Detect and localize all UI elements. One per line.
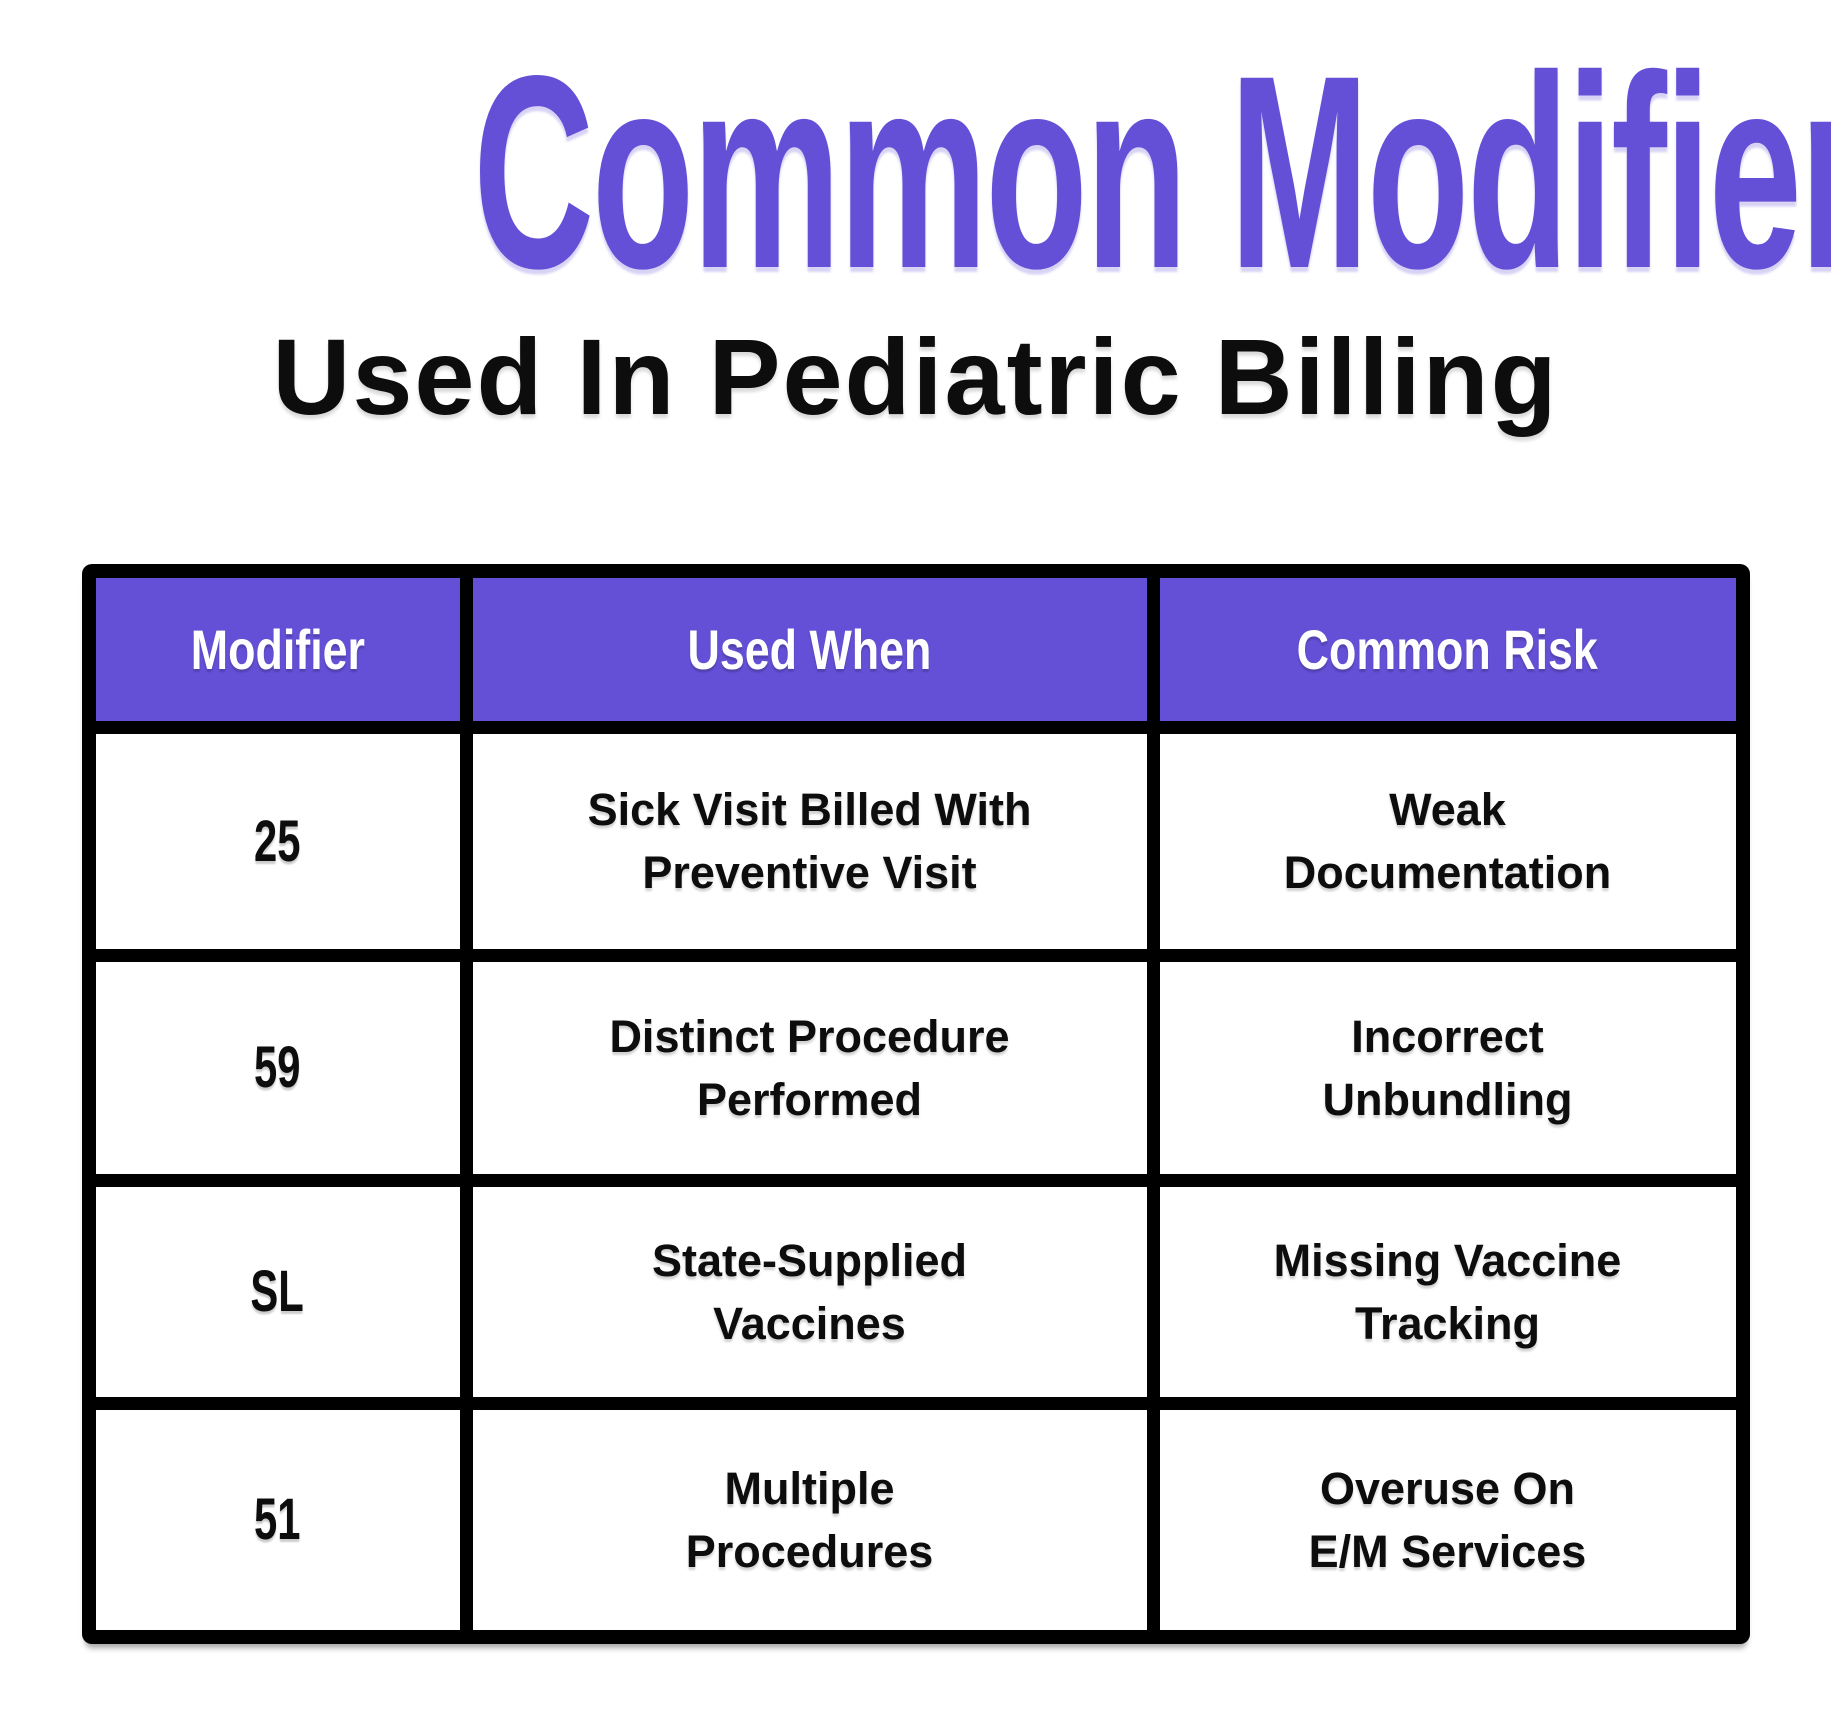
- infographic-page: Common Modifiers Used In Pediatric Billi…: [0, 35, 1831, 1727]
- cell-modifier-25-value: 25: [254, 808, 301, 874]
- page-title: Common Modifiers: [0, 35, 1831, 310]
- cell-common-risk-row3: Missing Vaccine Tracking: [1159, 1186, 1736, 1397]
- page-subtitle: Used In Pediatric Billing: [272, 316, 1559, 437]
- cell-common-risk-row2: Incorrect Unbundling: [1159, 961, 1736, 1174]
- cell-modifier-sl: SL: [95, 1186, 460, 1397]
- cell-common-risk-row1: Weak Documentation: [1159, 733, 1736, 949]
- cell-modifier-sl-value: SL: [250, 1259, 305, 1325]
- modifiers-table: Modifier Used When Common Risk 25 Sick V…: [81, 563, 1750, 1644]
- cell-modifier-59: 59: [95, 961, 460, 1174]
- cell-modifier-25: 25: [95, 733, 460, 949]
- cell-used-when-row4: Multiple Procedures: [472, 1409, 1147, 1630]
- column-header-modifier-label: Modifier: [190, 617, 365, 681]
- page-title-text: Common Modifiers: [473, 19, 1831, 326]
- cell-modifier-51-value: 51: [254, 1487, 301, 1553]
- column-header-used-when: Used When: [472, 577, 1147, 721]
- cell-used-when-row1: Sick Visit Billed With Preventive Visit: [472, 733, 1147, 949]
- column-header-modifier: Modifier: [95, 577, 460, 721]
- column-header-common-risk: Common Risk: [1159, 577, 1736, 721]
- column-header-used-when-label: Used When: [687, 617, 932, 681]
- cell-common-risk-row4: Overuse On E/M Services: [1159, 1409, 1736, 1630]
- cell-used-when-row2: Distinct Procedure Performed: [472, 961, 1147, 1174]
- cell-used-when-row3: State-Supplied Vaccines: [472, 1186, 1147, 1397]
- cell-modifier-51: 51: [95, 1409, 460, 1630]
- column-header-common-risk-label: Common Risk: [1296, 617, 1599, 681]
- cell-modifier-59-value: 59: [254, 1035, 301, 1101]
